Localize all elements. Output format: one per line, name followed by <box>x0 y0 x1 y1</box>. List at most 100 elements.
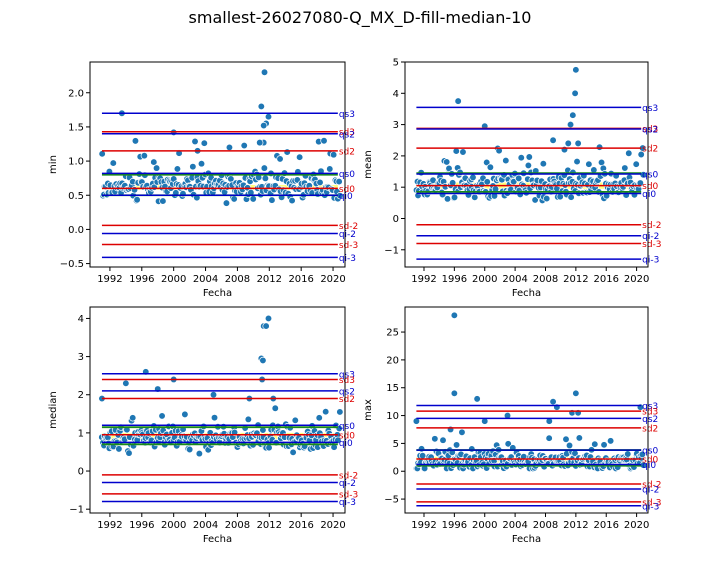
threshold-label-sd-2: sd-2 <box>339 471 358 481</box>
data-point <box>549 136 557 144</box>
x-tick-label: 2016 <box>288 520 313 531</box>
data-point <box>209 391 218 399</box>
threshold-label-sd-3: sd-3 <box>642 240 661 250</box>
data-point <box>230 195 238 203</box>
data-point <box>572 389 580 397</box>
threshold-label-qi-3: qi-3 <box>642 256 659 266</box>
threshold-label-sd2: sd2 <box>642 145 658 155</box>
data-point <box>249 195 257 203</box>
data-point <box>569 111 577 119</box>
x-tick-label: 2000 <box>472 274 497 285</box>
x-tick-label: 2012 <box>257 520 282 531</box>
x-tick-label: 1992 <box>97 274 122 285</box>
data-point <box>133 196 141 204</box>
x-tick-label: 2008 <box>225 274 250 285</box>
x-tick-label: 2020 <box>320 520 345 531</box>
data-point <box>483 178 491 186</box>
data-point <box>525 153 533 161</box>
data-point <box>417 445 426 453</box>
data-point <box>597 158 606 167</box>
data-point <box>257 102 265 111</box>
data-point <box>531 196 539 204</box>
data-point <box>450 311 459 320</box>
data-point <box>524 161 533 170</box>
data-point <box>515 174 523 183</box>
data-point <box>261 174 270 183</box>
data-point <box>565 441 574 450</box>
y-tick-label: 0.5 <box>68 191 84 202</box>
threshold-label-qi-3: qi-3 <box>339 254 356 264</box>
x-tick-label: 2016 <box>288 274 313 285</box>
axes-frame <box>404 306 649 514</box>
threshold-label-sd2: sd2 <box>642 424 658 434</box>
x-tick-label: 1996 <box>442 520 467 531</box>
threshold-label-qs3: qs3 <box>339 110 355 120</box>
threshold-label-sd0: sd0 <box>642 182 658 192</box>
threshold-label-qs2: qs2 <box>642 415 658 425</box>
data-point <box>600 441 608 449</box>
threshold-label-qi0: qi0 <box>339 192 353 202</box>
x-tick-label: 2012 <box>563 520 588 531</box>
data-point <box>473 395 481 403</box>
y-tick-label: 3 <box>393 120 399 131</box>
data-point <box>502 156 510 165</box>
threshold-label-sd3: sd3 <box>642 408 658 418</box>
data-point <box>595 143 604 151</box>
y-tick-label: 4 <box>78 314 84 325</box>
data-point <box>452 441 461 449</box>
y-tick-label: 25 <box>386 328 399 339</box>
data-point <box>431 435 439 443</box>
data-point <box>315 414 323 422</box>
data-point <box>326 165 334 173</box>
data-point <box>566 120 575 129</box>
threshold-label-qi-2: qi-2 <box>642 232 659 242</box>
data-point <box>443 195 452 203</box>
x-axis-label: Fecha <box>203 288 232 299</box>
data-point <box>454 97 462 105</box>
y-tick-label: 2.0 <box>68 88 84 99</box>
data-point <box>450 389 459 397</box>
data-point <box>260 121 268 130</box>
x-tick-label: 2004 <box>502 274 527 285</box>
data-point <box>158 412 166 420</box>
data-point <box>562 435 570 443</box>
y-axis-label: min <box>48 155 59 174</box>
data-point <box>574 139 582 148</box>
data-point <box>539 160 547 168</box>
x-tick-label: 2004 <box>193 274 218 285</box>
y-tick-label: 1 <box>393 183 399 194</box>
data-point <box>625 149 633 157</box>
x-tick-label: 1996 <box>129 274 154 285</box>
threshold-label-qs0: qs0 <box>339 170 355 180</box>
data-point <box>624 450 632 458</box>
threshold-label-sd3: sd3 <box>339 376 355 386</box>
threshold-label-sd-3: sd-3 <box>339 241 358 251</box>
y-tick-label: 0 <box>393 214 399 225</box>
threshold-label-sd-3: sd-3 <box>339 490 358 500</box>
data-point <box>125 449 133 457</box>
x-tick-label: 2004 <box>193 520 218 531</box>
threshold-label-qi0: qi0 <box>642 190 656 200</box>
data-point <box>585 160 593 168</box>
data-point <box>186 445 194 454</box>
data-point <box>468 445 476 453</box>
y-tick-label: 10 <box>386 411 399 422</box>
data-point <box>244 415 252 424</box>
data-point <box>320 137 328 145</box>
x-tick-label: 2020 <box>624 274 649 285</box>
y-tick-label: −1 <box>384 245 399 256</box>
y-tick-label: 5 <box>393 58 399 69</box>
data-point <box>173 165 182 173</box>
data-point <box>632 160 640 168</box>
data-point <box>264 113 273 121</box>
data-point <box>109 159 117 167</box>
data-point <box>573 157 581 166</box>
y-tick-label: 1 <box>78 428 84 439</box>
data-point <box>606 437 615 445</box>
x-tick-label: 2008 <box>533 274 558 285</box>
data-point <box>545 434 553 442</box>
data-point <box>564 139 572 148</box>
